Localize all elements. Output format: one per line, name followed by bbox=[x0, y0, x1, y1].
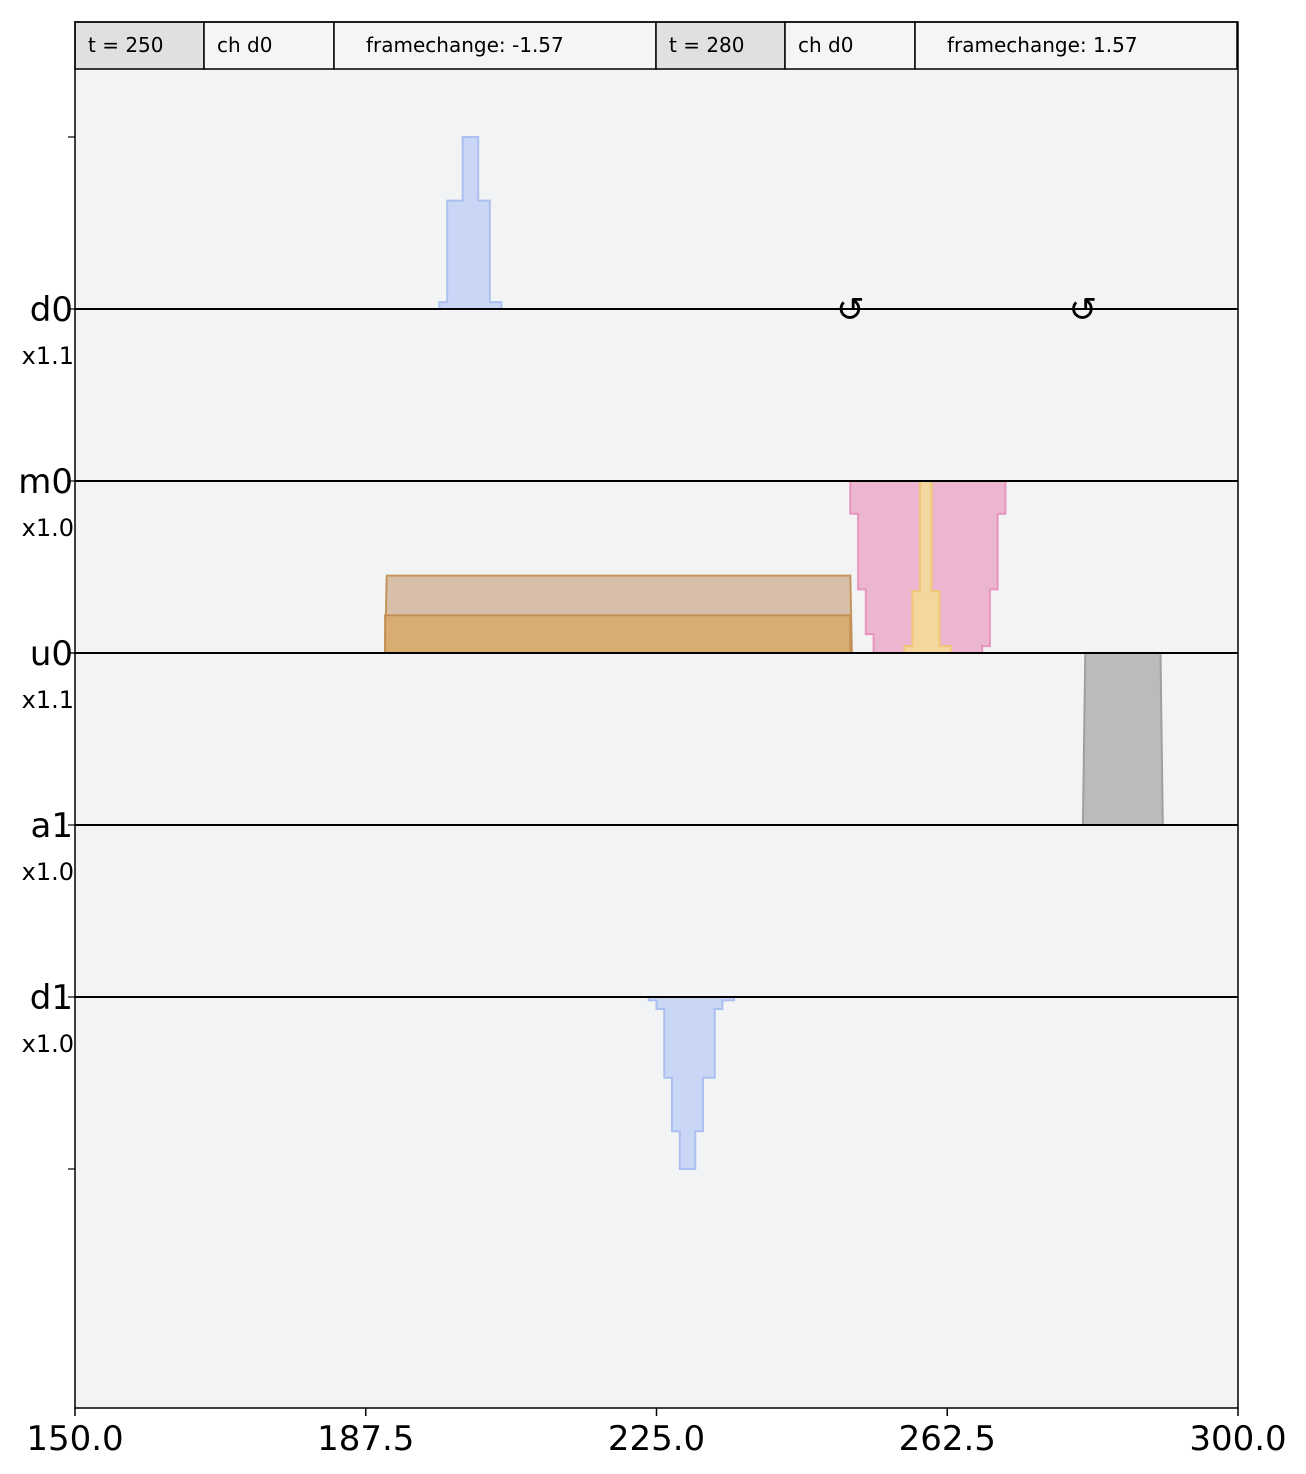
channel-labels: d0 x1.1 m0 x1.0 u0 x1.1 a1 x1.0 d1 x1.0 bbox=[18, 290, 74, 1058]
annotation-channel: ch d0 bbox=[798, 33, 853, 57]
x-tick-label: 300.0 bbox=[1189, 1419, 1286, 1459]
waveforms bbox=[384, 136, 1164, 1170]
framechange-icon: ↺ bbox=[1069, 290, 1098, 330]
x-tick-label: 150.0 bbox=[26, 1419, 123, 1459]
channel-scale-d1: x1.0 bbox=[22, 1030, 74, 1058]
channel-label-a1: a1 bbox=[31, 806, 73, 846]
waveform-d1-drive bbox=[647, 996, 735, 1170]
channel-baselines bbox=[75, 308, 1238, 998]
annotation-cell bbox=[914, 21, 1238, 70]
x-axis: 150.0 187.5 225.0 262.5 300.0 bbox=[26, 1408, 1287, 1459]
annotation-cell bbox=[74, 21, 205, 70]
annotation-cell bbox=[784, 21, 916, 70]
framechange-symbols: ↺ ↺ bbox=[836, 290, 1097, 330]
waveform-d0-drive bbox=[438, 136, 503, 310]
framechange-icon: ↺ bbox=[836, 290, 865, 330]
waveform-a1-acquire bbox=[1081, 652, 1164, 826]
x-tick-label: 225.0 bbox=[608, 1419, 705, 1459]
channel-label-d1: d1 bbox=[30, 978, 73, 1018]
annotation-time: t = 280 bbox=[669, 33, 745, 57]
annotation-event: framechange: 1.57 bbox=[947, 33, 1138, 57]
x-tick-label: 187.5 bbox=[317, 1419, 414, 1459]
channel-scale-a1: x1.0 bbox=[22, 858, 74, 886]
channel-scale-u0: x1.1 bbox=[22, 686, 74, 714]
annotation-time: t = 250 bbox=[88, 33, 164, 57]
channel-scale-m0: x1.0 bbox=[22, 514, 74, 542]
plot-background bbox=[75, 22, 1238, 1408]
waveform-u0-control_dark bbox=[384, 614, 852, 654]
channel-label-u0: u0 bbox=[30, 634, 73, 674]
annotation-header: t = 250 ch d0 framechange: -1.57 t = 280 ch … bbox=[74, 21, 1238, 70]
annotation-channel: ch d0 bbox=[217, 33, 272, 57]
channel-scale-d0: x1.1 bbox=[22, 342, 74, 370]
y-ticks bbox=[68, 136, 75, 1170]
channel-label-m0: m0 bbox=[18, 462, 73, 502]
annotation-cell bbox=[203, 21, 335, 70]
annotation-event: framechange: -1.57 bbox=[366, 33, 564, 57]
x-tick-label: 262.5 bbox=[899, 1419, 996, 1459]
channel-label-d0: d0 bbox=[30, 290, 73, 330]
